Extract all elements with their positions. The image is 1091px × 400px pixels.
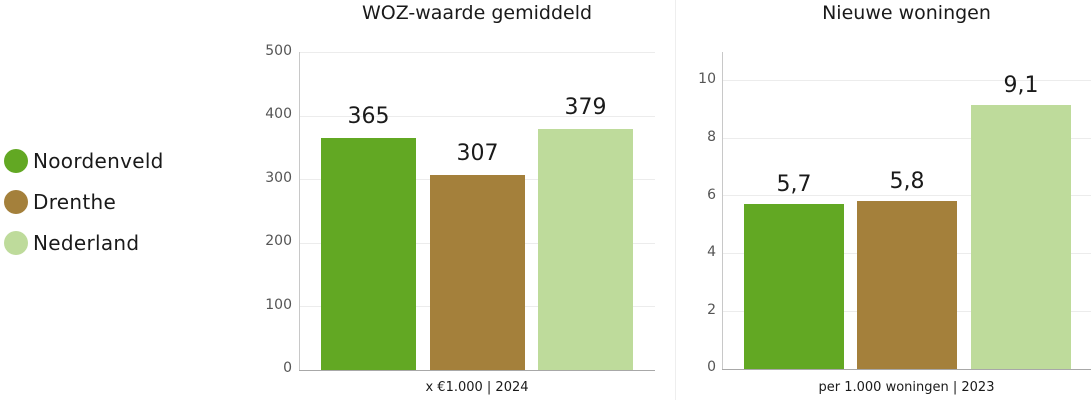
y-tick-label: 10	[698, 71, 716, 87]
chart-woz-waarde: WOZ-waarde gemiddeld 500 400 300 200 100…	[265, 2, 655, 395]
bar-value-label: 9,1	[1003, 73, 1039, 98]
bar-nederland	[971, 105, 1071, 369]
gridline	[722, 195, 1091, 196]
y-tick-label: 100	[265, 297, 292, 313]
legend: Noordenveld Drenthe Nederland	[4, 140, 164, 263]
y-tick-label: 400	[265, 106, 292, 122]
legend-item-noordenveld: Noordenveld	[4, 140, 164, 181]
x-axis-label: per 1.000 woningen | 2023	[818, 380, 995, 395]
legend-label: Drenthe	[33, 189, 117, 214]
y-tick-label: 200	[265, 233, 292, 249]
bar-value-label: 5,8	[889, 169, 925, 194]
bar-value-label: 5,7	[776, 172, 812, 197]
legend-label: Nederland	[33, 230, 140, 255]
bar-noordenveld	[744, 204, 844, 369]
chart-divider	[675, 0, 676, 400]
y-axis	[299, 52, 300, 370]
bar-drenthe	[857, 201, 957, 369]
bar-noordenveld	[321, 138, 416, 370]
x-axis	[722, 369, 1091, 370]
legend-item-nederland: Nederland	[4, 222, 164, 263]
y-axis	[722, 52, 723, 369]
bar-value-label: 365	[347, 104, 390, 129]
legend-swatch-nederland	[4, 230, 28, 255]
y-tick-label: 8	[707, 129, 716, 145]
chart-title: WOZ-waarde gemiddeld	[361, 2, 593, 24]
x-axis-label: x €1.000 | 2024	[425, 380, 529, 395]
y-tick-label: 6	[707, 187, 716, 203]
legend-swatch-noordenveld	[4, 148, 28, 173]
gridline	[722, 80, 1091, 81]
gridline	[299, 52, 655, 53]
y-tick-label: 2	[707, 302, 716, 318]
plot-area: 365 307 379	[299, 52, 655, 370]
x-axis	[299, 370, 655, 371]
gridline	[299, 115, 655, 117]
y-tick-label: 0	[707, 359, 716, 375]
bar-value-label: 379	[564, 95, 607, 120]
bar-nederland	[538, 129, 633, 370]
legend-label: Noordenveld	[33, 148, 164, 173]
gridline	[722, 138, 1091, 139]
y-tick-label: 500	[265, 43, 292, 59]
y-tick-label: 4	[707, 244, 716, 260]
legend-item-drenthe: Drenthe	[4, 181, 164, 222]
legend-swatch-drenthe	[4, 189, 28, 214]
bar-value-label: 307	[456, 141, 499, 166]
y-tick-label: 0	[283, 360, 292, 376]
plot-area: 5,7 5,8 9,1	[722, 52, 1091, 369]
chart-nieuwe-woningen: Nieuwe woningen 10 8 6 4 2 0 5,7 5,8 9,1…	[676, 0, 1091, 400]
bar-drenthe	[430, 175, 525, 370]
y-tick-label: 300	[265, 170, 292, 186]
chart-title: Nieuwe woningen	[822, 2, 991, 24]
